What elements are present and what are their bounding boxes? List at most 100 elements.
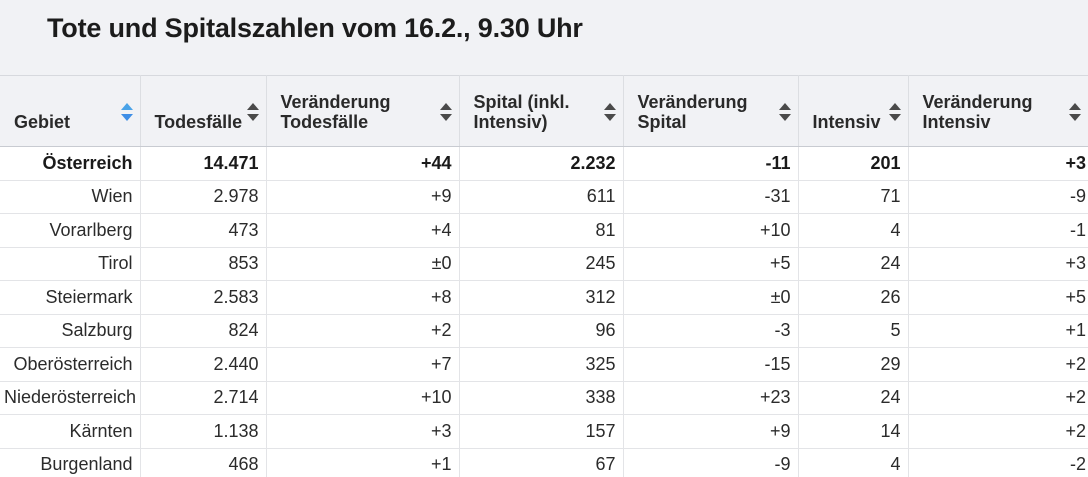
table-row: Steiermark 2.583 +8 312 ±0 26 +5 bbox=[0, 280, 1088, 315]
cell-gebiet: Burgenland bbox=[0, 448, 141, 477]
cell-veraenderung-spital: -15 bbox=[623, 347, 799, 382]
cell-veraenderung-intensiv: +5 bbox=[908, 280, 1088, 315]
table-row: Vorarlberg 473 +4 81 +10 4 -1 bbox=[0, 213, 1088, 248]
header-label: Todesfälle bbox=[154, 112, 243, 132]
cell-gebiet: Wien bbox=[0, 180, 141, 214]
cell-veraenderung-spital: +9 bbox=[623, 414, 799, 449]
cell-gebiet: Vorarlberg bbox=[0, 213, 141, 248]
cell-spital: 81 bbox=[459, 213, 624, 248]
table-row: Burgenland 468 +1 67 -9 4 -2 bbox=[0, 448, 1088, 477]
cell-todesfaelle: 468 bbox=[140, 448, 267, 477]
cell-intensiv: 29 bbox=[798, 347, 909, 382]
header-label: Gebiet bbox=[14, 112, 71, 132]
cell-todesfaelle: 853 bbox=[140, 247, 267, 281]
cell-spital: 157 bbox=[459, 414, 624, 449]
table-row: Kärnten 1.138 +3 157 +9 14 +2 bbox=[0, 414, 1088, 449]
cell-gebiet: Salzburg bbox=[0, 314, 141, 348]
cell-spital: 67 bbox=[459, 448, 624, 477]
cell-veraenderung-todesfaelle: ±0 bbox=[266, 247, 460, 281]
cell-veraenderung-spital: -3 bbox=[623, 314, 799, 348]
table-row: Oberösterreich 2.440 +7 325 -15 29 +2 bbox=[0, 347, 1088, 382]
cell-gebiet: Niederösterreich bbox=[0, 381, 141, 415]
table-row-total: Österreich 14.471 +44 2.232 -11 201 +3 bbox=[0, 146, 1088, 181]
header-label: Spital (inkl. bbox=[473, 92, 570, 112]
cell-veraenderung-intensiv: -1 bbox=[908, 213, 1088, 248]
column-header-veraenderung-intensiv[interactable]: Veränderung Intensiv bbox=[908, 75, 1088, 147]
cell-veraenderung-todesfaelle: +44 bbox=[266, 146, 460, 181]
header-label: Veränderung bbox=[637, 92, 748, 112]
header-label-line2: Todesfälle bbox=[280, 112, 369, 132]
cell-veraenderung-spital: +10 bbox=[623, 213, 799, 248]
cell-intensiv: 4 bbox=[798, 448, 909, 477]
cell-veraenderung-todesfaelle: +2 bbox=[266, 314, 460, 348]
cell-veraenderung-spital: -11 bbox=[623, 146, 799, 181]
cell-veraenderung-todesfaelle: +1 bbox=[266, 448, 460, 477]
column-header-gebiet[interactable]: Gebiet bbox=[0, 75, 141, 147]
cell-intensiv: 201 bbox=[798, 146, 909, 181]
cell-intensiv: 14 bbox=[798, 414, 909, 449]
cell-spital: 325 bbox=[459, 347, 624, 382]
cell-todesfaelle: 2.583 bbox=[140, 280, 267, 315]
cell-intensiv: 24 bbox=[798, 247, 909, 281]
cell-todesfaelle: 2.714 bbox=[140, 381, 267, 415]
header-label: Veränderung bbox=[922, 92, 1033, 112]
column-header-todesfaelle[interactable]: Todesfälle bbox=[140, 75, 267, 147]
table-row: Wien 2.978 +9 611 -31 71 -9 bbox=[0, 180, 1088, 214]
cell-veraenderung-intensiv: +1 bbox=[908, 314, 1088, 348]
header-label: Intensiv bbox=[812, 112, 881, 132]
column-header-veraenderung-todesfaelle[interactable]: Veränderung Todesfälle bbox=[266, 75, 460, 147]
cell-veraenderung-intensiv: -9 bbox=[908, 180, 1088, 214]
sort-arrows-icon[interactable] bbox=[603, 103, 616, 121]
sort-arrows-icon[interactable] bbox=[246, 103, 259, 121]
cell-veraenderung-todesfaelle: +7 bbox=[266, 347, 460, 382]
sort-arrows-icon[interactable] bbox=[120, 103, 133, 121]
column-header-intensiv[interactable]: Intensiv bbox=[798, 75, 909, 147]
header-label-line2: Intensiv bbox=[922, 112, 991, 132]
cell-veraenderung-spital: +23 bbox=[623, 381, 799, 415]
cell-veraenderung-spital: -9 bbox=[623, 448, 799, 477]
cell-intensiv: 26 bbox=[798, 280, 909, 315]
cell-veraenderung-spital: -31 bbox=[623, 180, 799, 214]
cell-gebiet: Kärnten bbox=[0, 414, 141, 449]
header-label: Veränderung bbox=[280, 92, 391, 112]
page-title: Tote und Spitalszahlen vom 16.2., 9.30 U… bbox=[47, 13, 583, 43]
cell-todesfaelle: 824 bbox=[140, 314, 267, 348]
cell-intensiv: 71 bbox=[798, 180, 909, 214]
title-bar: Tote und Spitalszahlen vom 16.2., 9.30 U… bbox=[0, 0, 1088, 75]
sort-arrows-icon[interactable] bbox=[888, 103, 901, 121]
cell-spital: 312 bbox=[459, 280, 624, 315]
sort-arrows-icon[interactable] bbox=[1069, 103, 1081, 121]
cell-veraenderung-todesfaelle: +4 bbox=[266, 213, 460, 248]
table-header-row: Gebiet Todesfälle Veränderung Todesfälle … bbox=[0, 75, 1088, 147]
cell-veraenderung-intensiv: +2 bbox=[908, 347, 1088, 382]
cell-gebiet: Steiermark bbox=[0, 280, 141, 315]
cell-veraenderung-intensiv: -2 bbox=[908, 448, 1088, 477]
cell-todesfaelle: 2.440 bbox=[140, 347, 267, 382]
table-row: Niederösterreich 2.714 +10 338 +23 24 +2 bbox=[0, 381, 1088, 415]
cell-veraenderung-todesfaelle: +8 bbox=[266, 280, 460, 315]
cell-spital: 611 bbox=[459, 180, 624, 214]
sort-arrows-icon[interactable] bbox=[778, 103, 791, 121]
cell-intensiv: 24 bbox=[798, 381, 909, 415]
data-table: Gebiet Todesfälle Veränderung Todesfälle … bbox=[0, 75, 1088, 477]
sort-arrows-icon[interactable] bbox=[439, 103, 452, 121]
header-label-line2: Intensiv) bbox=[473, 112, 548, 132]
column-header-veraenderung-spital[interactable]: Veränderung Spital bbox=[623, 75, 799, 147]
cell-spital: 2.232 bbox=[459, 146, 624, 181]
cell-gebiet: Oberösterreich bbox=[0, 347, 141, 382]
column-header-spital[interactable]: Spital (inkl. Intensiv) bbox=[459, 75, 624, 147]
cell-spital: 96 bbox=[459, 314, 624, 348]
cell-intensiv: 5 bbox=[798, 314, 909, 348]
table-row: Salzburg 824 +2 96 -3 5 +1 bbox=[0, 314, 1088, 348]
header-label-line2: Spital bbox=[637, 112, 687, 132]
cell-veraenderung-intensiv: +2 bbox=[908, 381, 1088, 415]
cell-todesfaelle: 1.138 bbox=[140, 414, 267, 449]
cell-gebiet: Tirol bbox=[0, 247, 141, 281]
cell-todesfaelle: 473 bbox=[140, 213, 267, 248]
cell-veraenderung-spital: +5 bbox=[623, 247, 799, 281]
cell-intensiv: 4 bbox=[798, 213, 909, 248]
cell-veraenderung-todesfaelle: +9 bbox=[266, 180, 460, 214]
table-row: Tirol 853 ±0 245 +5 24 +3 bbox=[0, 247, 1088, 281]
cell-veraenderung-todesfaelle: +3 bbox=[266, 414, 460, 449]
cell-spital: 245 bbox=[459, 247, 624, 281]
